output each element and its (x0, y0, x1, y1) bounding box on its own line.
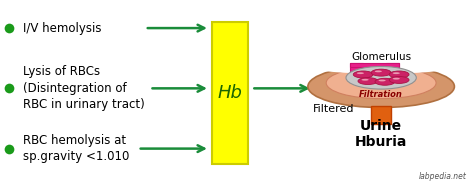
Text: RBC hemolysis at
sp.gravity <1.010: RBC hemolysis at sp.gravity <1.010 (23, 134, 130, 163)
Ellipse shape (308, 66, 455, 107)
Ellipse shape (358, 78, 378, 84)
Text: Filtered: Filtered (313, 104, 355, 114)
Text: Urine
Hburia: Urine Hburia (355, 119, 407, 149)
Ellipse shape (346, 66, 416, 89)
Text: Glomerulus: Glomerulus (351, 52, 411, 62)
FancyBboxPatch shape (350, 63, 363, 76)
Ellipse shape (353, 71, 373, 78)
Ellipse shape (393, 72, 400, 74)
FancyBboxPatch shape (371, 106, 391, 124)
Text: Lysis of RBCs
(Disintegration of
RBC in urinary tract): Lysis of RBCs (Disintegration of RBC in … (23, 65, 145, 111)
FancyBboxPatch shape (386, 63, 399, 76)
Text: I/V hemolysis: I/V hemolysis (23, 22, 102, 35)
Ellipse shape (379, 80, 386, 81)
Ellipse shape (371, 69, 391, 76)
Ellipse shape (375, 78, 395, 85)
FancyBboxPatch shape (350, 63, 399, 67)
Text: labpedia.net: labpedia.net (419, 172, 466, 181)
Ellipse shape (389, 77, 409, 83)
Ellipse shape (326, 67, 436, 99)
Ellipse shape (389, 71, 409, 78)
FancyBboxPatch shape (212, 22, 247, 164)
Text: Hb: Hb (218, 84, 242, 102)
Text: Filtration: Filtration (359, 90, 403, 99)
Ellipse shape (357, 72, 364, 74)
Ellipse shape (362, 79, 369, 81)
Ellipse shape (304, 57, 458, 74)
Ellipse shape (375, 70, 382, 72)
Ellipse shape (393, 78, 400, 80)
